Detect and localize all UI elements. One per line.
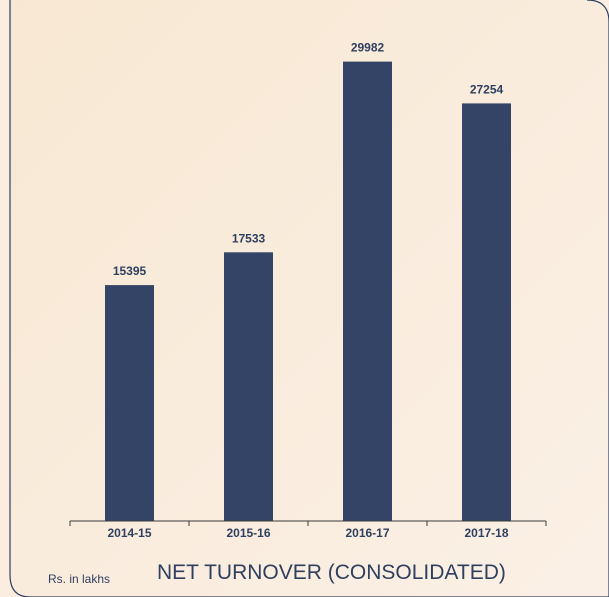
bar-2017-18 (462, 103, 511, 522)
value-labels-layer: 15395 17533 29982 27254 (113, 41, 504, 279)
panel-border (9, 0, 609, 597)
x-tick-label-2016-17: 2016-17 (345, 526, 389, 540)
value-label-2017-18: 27254 (470, 82, 504, 96)
unit-label: Rs. in lakhs (48, 572, 110, 586)
value-label-2015-16: 17533 (232, 231, 266, 245)
x-tick-label-2015-16: 2015-16 (226, 526, 270, 540)
bars-layer (105, 61, 511, 522)
bar-2015-16 (224, 252, 273, 522)
bar-2014-15 (105, 285, 154, 521)
bar-2016-17 (343, 61, 392, 521)
value-label-2014-15: 15395 (113, 264, 147, 278)
x-ticks-layer: 2014-15 2015-16 2016-17 2017-18 (69, 521, 547, 540)
x-tick-label-2014-15: 2014-15 (107, 526, 151, 540)
chart-title: NET TURNOVER (CONSOLIDATED) (157, 561, 506, 584)
x-tick-label-2017-18: 2017-18 (464, 526, 508, 540)
value-label-2016-17: 29982 (351, 41, 385, 55)
